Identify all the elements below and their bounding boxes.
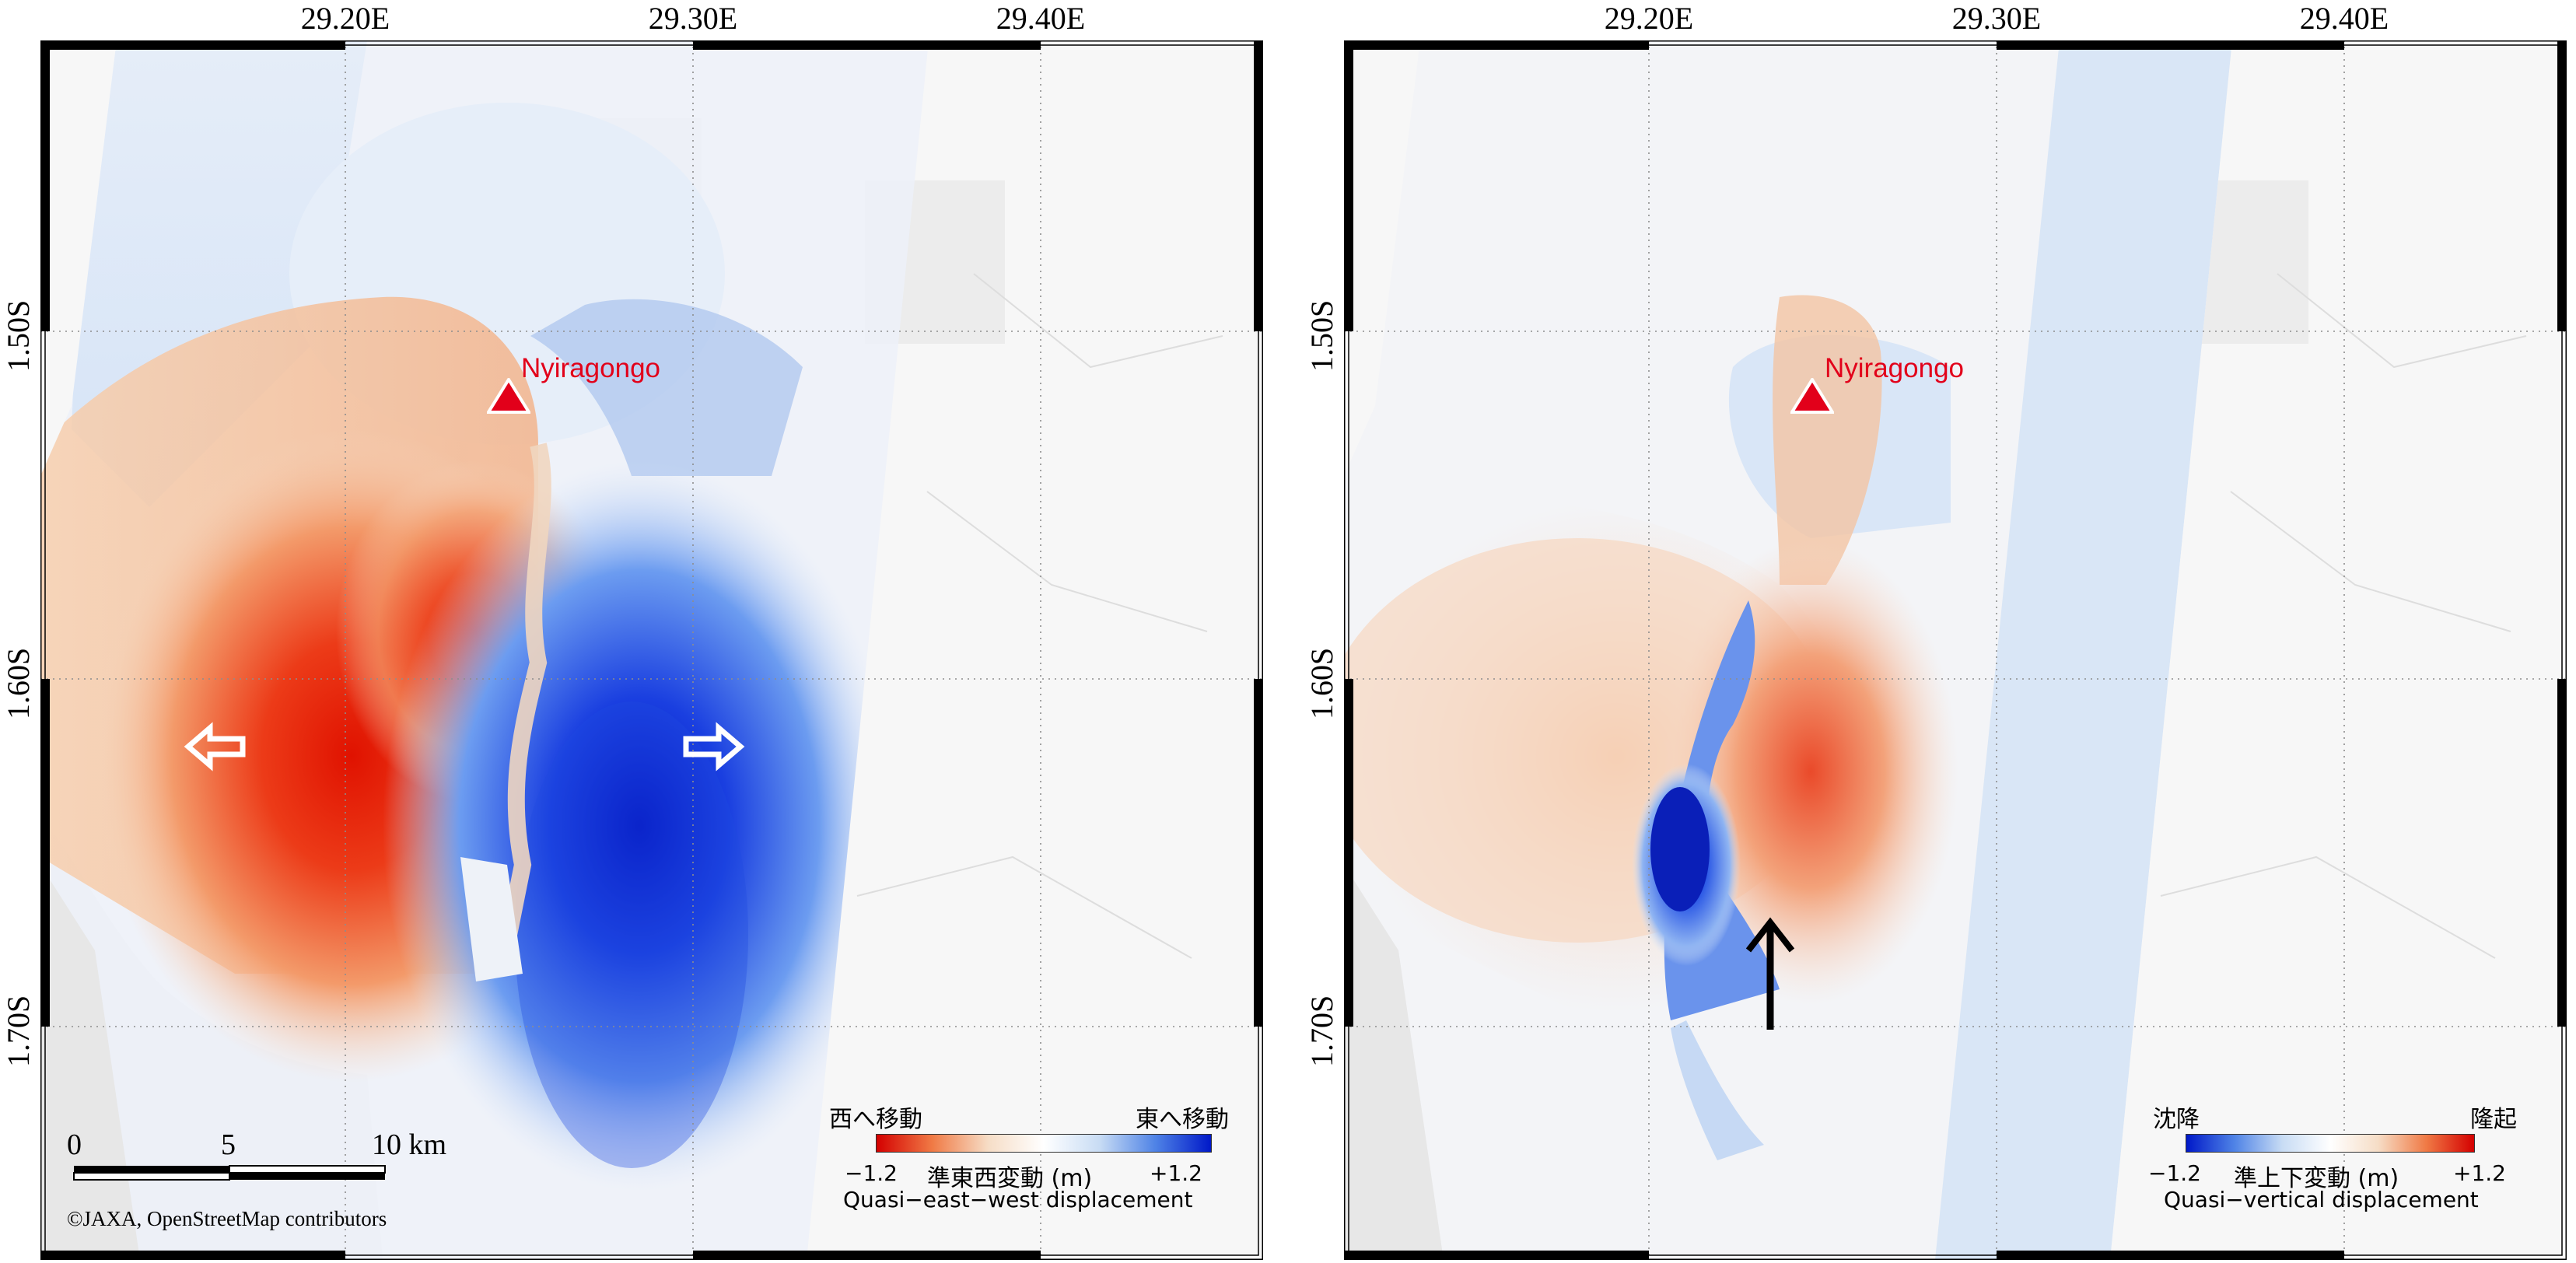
legend-left-label: 沈降	[2153, 1106, 2200, 1133]
longitude-label: 29.40E	[2299, 1, 2389, 36]
up-arrow-icon	[1745, 917, 1795, 1030]
longitude-label: 29.30E	[648, 1, 738, 36]
longitude-label: 29.30E	[1951, 1, 2042, 36]
colorbar-legend: 沈降 隆起 −1.2 準上下変動 (m) +1.2 Quasi−vertical…	[2144, 1095, 2532, 1219]
latitude-label: 1.60S	[1, 647, 36, 719]
legend-title-en: Quasi−vertical displacement	[2164, 1187, 2479, 1212]
legend-left-label: 西へ移動	[829, 1106, 922, 1133]
east-west-map-panel: 29.20E 29.30E 29.40E 1.50S 1.60S 1.70S	[0, 0, 1263, 1263]
map-credit: ©JAXA, OpenStreetMap contributors	[67, 1207, 387, 1230]
volcano-label: Nyiragongo	[521, 353, 660, 383]
legend-max: +1.2	[1150, 1160, 1202, 1186]
graticule	[1344, 40, 2567, 1260]
scale-tick: 0	[67, 1128, 82, 1161]
scale-bar: 0 5 10 km	[67, 1128, 446, 1182]
legend-min: −1.2	[2148, 1160, 2201, 1186]
latitude-label: 1.70S	[1304, 995, 1339, 1067]
legend-right-label: 隆起	[2470, 1106, 2517, 1133]
map-frame	[40, 40, 1263, 1260]
longitude-label: 29.20E	[300, 1, 390, 36]
legend-title-ja: 準東西変動 (m)	[927, 1165, 1093, 1192]
longitude-label: 29.20E	[1604, 1, 1694, 36]
map-frame	[1344, 40, 2573, 1260]
longitude-label: 29.40E	[996, 1, 1086, 36]
latitude-label: 1.50S	[1, 299, 36, 372]
graticule	[40, 40, 1263, 1260]
red-triangle-icon	[485, 376, 532, 418]
volcano-label: Nyiragongo	[1825, 353, 1964, 383]
right-arrow-icon	[683, 722, 745, 771]
displacement-map[interactable]	[1344, 40, 2567, 1260]
latitude-label: 1.50S	[1304, 299, 1339, 372]
legend-title-ja: 準上下変動 (m)	[2234, 1165, 2399, 1192]
colorbar	[2186, 1134, 2475, 1153]
colorbar	[876, 1134, 1212, 1153]
colorbar-legend: 西へ移動 東へ移動 −1.2 準東西変動 (m) +1.2 Quasi−east…	[824, 1095, 1229, 1219]
left-arrow-icon	[184, 722, 246, 771]
latitude-label: 1.60S	[1304, 647, 1339, 719]
displacement-map[interactable]	[40, 40, 1263, 1260]
scale-tick: 5	[221, 1128, 236, 1161]
legend-min: −1.2	[845, 1160, 898, 1186]
vertical-map-panel: 29.20E 29.30E 29.40E 1.50S 1.60S 1.70S	[1304, 0, 2567, 1263]
legend-max: +1.2	[2453, 1160, 2506, 1186]
latitude-label: 1.70S	[1, 995, 36, 1067]
scale-tick: 10 km	[372, 1128, 447, 1161]
red-triangle-icon	[1789, 376, 1836, 418]
legend-title-en: Quasi−east−west displacement	[843, 1187, 1193, 1212]
legend-right-label: 東へ移動	[1136, 1106, 1229, 1133]
